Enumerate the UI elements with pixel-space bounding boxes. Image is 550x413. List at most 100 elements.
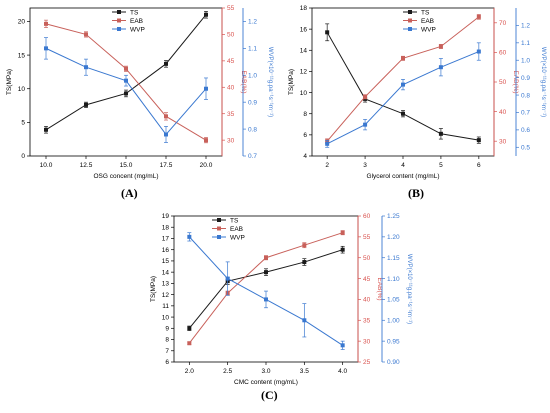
y3-tick-label: 0.90 [387,359,400,366]
y2-tick-label: 60 [363,213,371,220]
series-ts [44,11,208,134]
data-point [363,122,368,127]
y-tick-label: 15 [18,52,26,59]
y-tick-label: 7 [165,348,169,355]
y-tick-label: 19 [162,213,170,220]
panel-label-a: (A) [121,186,138,200]
series-ts [187,245,345,331]
y-tick-label: 4 [303,153,307,160]
y-tick-label: 8 [165,337,169,344]
y-tick-label: 0 [21,153,25,160]
data-point [164,114,168,119]
data-point [476,138,481,143]
y3-tick-label: 0.5 [521,144,530,151]
data-point [204,138,208,143]
series-wvp [44,37,208,143]
y-tick-label: 14 [162,269,170,276]
chart-panel-b: 2 3 4 5 6 Glycerol content (mg/mL) 4 6 8 10 12 14 16… [288,5,546,180]
y3-axis-label: WVP(×10⁻¹¹g.pa⁻¹s⁻¹m⁻¹) [267,47,273,117]
y-tick-label: 16 [162,247,170,254]
series-eab [187,230,345,346]
y2-tick-label: 50 [499,79,507,86]
y2-tick-label: 40 [227,84,235,91]
y3-tick-label: 1.05 [387,297,400,304]
y3-tick-label: 0.8 [248,126,257,133]
y3-tick-label: 1.0 [521,57,530,64]
data-point [438,65,443,70]
y-tick-label: 6 [165,359,169,366]
y3-axis-label: WVP(×10⁻¹¹g.pa⁻¹s⁻¹m⁻¹) [406,254,412,324]
y-axis-label: TS(MPa) [288,69,295,95]
y2-tick-label: 35 [227,111,235,118]
y3-tick-label: 0.6 [521,127,530,134]
data-point [401,111,405,116]
data-point [340,343,345,348]
y2-axis-label: EAB(%) [512,70,519,93]
x-tick-label: 4.0 [338,368,347,375]
series-line-eab [188,232,343,344]
y3-tick-label: 0.9 [248,99,257,106]
y2-tick-label: 45 [227,58,235,65]
series-ts [325,23,481,144]
y3-tick-label: 1.1 [248,46,257,53]
legend-entry: TS [421,9,430,16]
y-tick-label: 20 [18,19,26,26]
data-point [264,297,268,302]
y2-tick-label: 60 [499,50,507,57]
y3-tick-label: 1.2 [248,19,257,26]
data-point [302,243,307,248]
y-tick-label: 16 [300,26,308,33]
y2-axis-label: EAB(%) [376,277,383,300]
x-tick-label: 4 [401,162,405,169]
y3-tick-label: 1.20 [387,234,400,241]
y3-tick-label: 0.7 [521,110,530,117]
data-point [84,32,88,37]
y-tick-label: 14 [300,47,308,54]
data-point [476,49,481,54]
data-point [44,21,48,26]
y2-tick-label: 25 [363,359,371,366]
data-point [204,12,208,17]
x-tick-label: 12.5 [80,162,93,169]
y2-axis-label: EAB(%) [240,70,247,93]
data-point [302,260,307,265]
legend-marker [408,27,412,31]
y3-tick-label: 1.2 [521,23,530,30]
data-point [124,78,128,83]
x-tick-label: 2.0 [185,368,194,375]
y-tick-label: 12 [162,292,170,299]
x-tick-label: 17.5 [160,162,173,169]
y-tick-label: 15 [162,258,170,265]
data-point [124,66,128,71]
legend-entry: EAB [230,226,243,233]
data-point [438,131,443,136]
x-tick-label: 3.0 [261,368,270,375]
data-point [325,30,330,35]
x-tick-label: 2.5 [223,368,232,375]
data-point [84,102,88,107]
legend-entry: WVP [230,234,245,241]
data-point [401,82,405,87]
data-point [401,56,405,61]
y2-tick-label: 50 [363,255,371,262]
y3-tick-label: 1.10 [387,276,400,283]
y-tick-label: 10 [18,86,26,93]
y2-tick-label: 40 [363,297,371,304]
y-tick-label: 11 [162,303,169,310]
y3-tick-label: 1.0 [248,72,257,79]
series-line-wvp [326,51,480,145]
chart-panel-c: 2.0 2.5 3.0 3.5 4.0 CMC content (mg/mL) 6 7 8 9 10… [150,213,412,386]
data-point [204,86,208,91]
data-point [340,247,345,252]
data-point [124,91,128,96]
series-wvp [325,42,481,148]
data-point [438,44,443,49]
data-point [363,94,368,99]
data-point [164,61,168,66]
y-axis-label: TS(MPa) [150,276,157,302]
x-tick-label: 3 [363,162,367,169]
y3-tick-label: 0.95 [387,338,400,345]
y3-axis-label: WVP(×10⁻¹¹g.pa⁻¹s⁻¹m⁻¹) [540,47,546,117]
